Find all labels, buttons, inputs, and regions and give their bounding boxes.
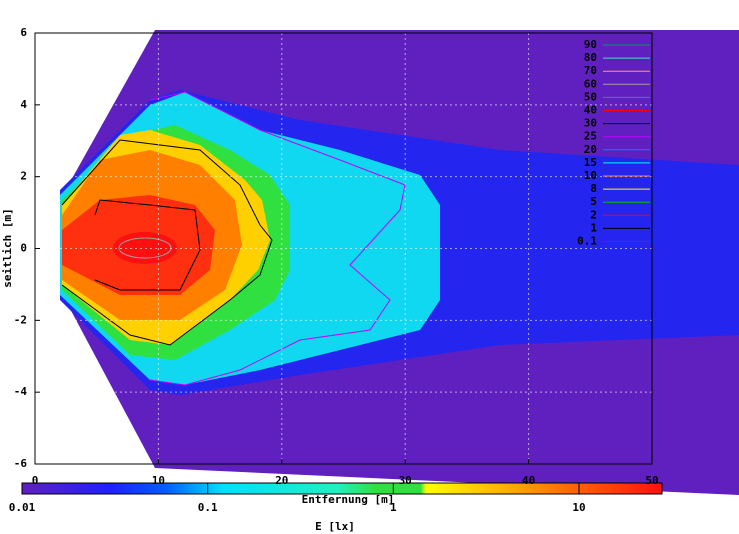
- colorbar-tick-label: 10: [572, 501, 585, 514]
- y-tick-label: 2: [20, 170, 27, 183]
- colorbar-label: E [lx]: [315, 520, 355, 533]
- legend-label: 10: [584, 169, 597, 182]
- x-tick-label: 30: [399, 474, 412, 487]
- y-tick-label: 0: [20, 242, 27, 255]
- x-tick-label: 10: [152, 474, 165, 487]
- y-tick-label: -6: [14, 457, 28, 470]
- y-tick-label: -4: [14, 385, 28, 398]
- legend-label: 8: [590, 182, 597, 195]
- legend-label: 1: [590, 221, 597, 234]
- legend-label: 5: [590, 195, 597, 208]
- legend-label: 0.1: [577, 235, 597, 248]
- x-tick-label: 20: [275, 474, 288, 487]
- legend-label: 90: [584, 38, 597, 51]
- colorbar-tick-label: 1: [390, 501, 397, 514]
- legend-label: 40: [584, 104, 597, 117]
- legend-label: 20: [584, 143, 597, 156]
- legend-label: 80: [584, 51, 597, 64]
- y-tick-label: -2: [14, 313, 27, 326]
- legend-label: 2: [590, 208, 597, 221]
- x-tick-label: 0: [32, 474, 39, 487]
- y-tick-label: 4: [20, 98, 27, 111]
- contour-line: [61, 139, 273, 346]
- x-tick-label: 50: [645, 474, 658, 487]
- y-tick-label: 6: [20, 26, 27, 39]
- legend-label: 70: [584, 64, 597, 77]
- x-axis-label: Entfernung [m]: [302, 493, 395, 506]
- legend-label: 50: [584, 90, 597, 103]
- plot-frame: [34, 32, 653, 465]
- y-axis-label: seitlich [m]: [1, 208, 14, 287]
- colorbar-tick-label: 0.1: [198, 501, 218, 514]
- legend-label: 60: [584, 77, 597, 90]
- legend-label: 15: [584, 156, 597, 169]
- contour-line: [149, 91, 406, 386]
- legend-label: 25: [584, 130, 597, 143]
- contour-line: [94, 199, 201, 291]
- colorbar-tick-label: 0.01: [9, 501, 36, 514]
- x-tick-label: 40: [522, 474, 535, 487]
- heatmap: [60, 0, 739, 495]
- legend-label: 30: [584, 117, 597, 130]
